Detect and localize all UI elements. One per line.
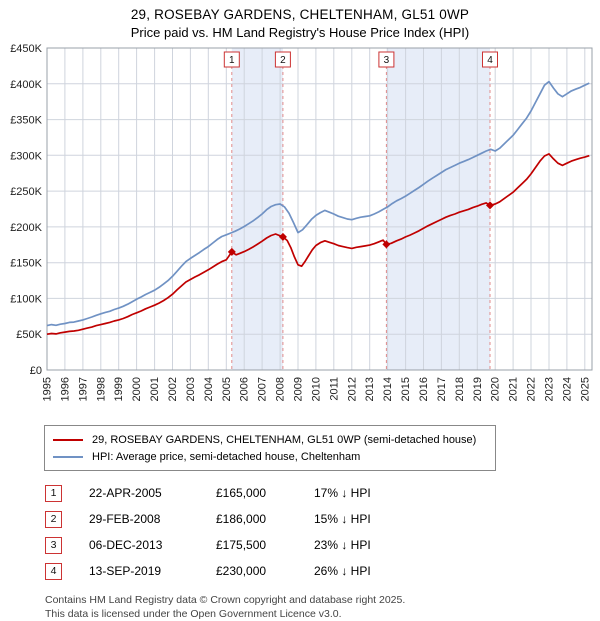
x-axis-tick-label: 1995 — [42, 377, 54, 401]
sale-marker-2 — [278, 232, 287, 241]
sale-label-box-4 — [482, 51, 498, 68]
copyright-footer: Contains HM Land Registry data © Crown c… — [45, 594, 600, 621]
chart-header: 29, ROSEBAY GARDENS, CHELTENHAM, GL51 0W… — [0, 0, 600, 40]
x-axis-tick-label: 1999 — [113, 377, 125, 401]
x-axis-tick-label: 2010 — [310, 377, 322, 401]
legend-label-hpi: HPI: Average price, semi-detached house,… — [92, 450, 361, 463]
x-axis-tick-label: 2004 — [203, 377, 215, 401]
ownership-band — [231, 48, 283, 370]
footer-line-1: Contains HM Land Registry data © Crown c… — [45, 594, 406, 606]
legend-item-property: 29, ROSEBAY GARDENS, CHELTENHAM, GL51 0W… — [53, 431, 487, 448]
x-axis-tick-label: 2015 — [400, 377, 412, 401]
sale-label-number-3: 3 — [384, 55, 390, 66]
hpi-line — [46, 80, 590, 327]
x-axis-tick-label: 2000 — [131, 377, 143, 401]
table-row: 2 29-FEB-2008 £186,000 15% ↓ HPI — [45, 506, 600, 532]
x-axis-tick-label: 2008 — [275, 377, 287, 401]
y-axis-tick-label: £300K — [10, 150, 42, 162]
transaction-number-badge: 4 — [45, 562, 62, 580]
x-axis-tick-label: 2018 — [454, 377, 466, 401]
x-axis-tick-label: 1997 — [77, 377, 89, 401]
transaction-number-badge: 3 — [45, 536, 62, 554]
y-axis-tick-label: £450K — [10, 43, 42, 55]
sale-label-number-2: 2 — [280, 55, 286, 66]
x-axis-tick-label: 2002 — [167, 377, 179, 401]
table-row: 4 13-SEP-2019 £230,000 26% ↓ HPI — [45, 558, 600, 584]
x-axis-tick-label: 2020 — [490, 377, 502, 401]
y-axis-tick-label: £200K — [10, 222, 42, 234]
sale-label-number-1: 1 — [229, 55, 235, 66]
transaction-vs-hpi: 15% ↓ HPI — [314, 512, 371, 526]
transaction-vs-hpi: 26% ↓ HPI — [314, 564, 371, 578]
property-line-sample — [53, 438, 83, 441]
x-axis-tick-label: 2021 — [508, 377, 520, 401]
table-row: 3 06-DEC-2013 £175,500 23% ↓ HPI — [45, 532, 600, 558]
transaction-table: 1 22-APR-2005 £165,000 17% ↓ HPI 2 29-FE… — [0, 480, 600, 584]
x-axis-tick-label: 2007 — [257, 377, 269, 401]
plot-border — [46, 47, 593, 371]
legend-label-property: 29, ROSEBAY GARDENS, CHELTENHAM, GL51 0W… — [92, 433, 477, 446]
transaction-vs-hpi: 23% ↓ HPI — [314, 538, 371, 552]
sale-marker-4 — [485, 201, 494, 210]
x-axis-tick-label: 2005 — [221, 377, 233, 401]
x-axis-tick-label: 2003 — [185, 377, 197, 401]
x-axis-tick-label: 2016 — [418, 377, 430, 401]
x-axis-tick-label: 2025 — [579, 377, 591, 401]
transaction-date: 22-APR-2005 — [89, 486, 162, 500]
x-axis-tick-label: 2019 — [472, 377, 484, 401]
sale-label-box-3 — [378, 51, 395, 68]
footer-line-2: This data is licensed under the Open Gov… — [45, 607, 342, 620]
price-paid-line — [46, 153, 590, 336]
x-axis-tick-label: 2006 — [239, 377, 251, 401]
transaction-date: 13-SEP-2019 — [89, 564, 162, 578]
sale-label-box-1 — [223, 51, 240, 68]
page-title: 29, ROSEBAY GARDENS, CHELTENHAM, GL51 0W… — [130, 7, 470, 22]
y-axis-tick-label: £50K — [16, 329, 42, 341]
y-axis-tick-label: £250K — [10, 186, 42, 198]
transaction-date: 29-FEB-2008 — [89, 512, 161, 526]
ownership-band — [386, 48, 490, 370]
x-axis-tick-label: 2022 — [526, 377, 538, 401]
transaction-number-badge: 2 — [45, 510, 62, 528]
sale-marker-1 — [227, 247, 236, 256]
x-axis-tick-label: 1996 — [59, 377, 71, 401]
y-axis-tick-label: £0 — [30, 365, 42, 377]
transaction-price: £165,000 — [216, 486, 267, 500]
y-axis-tick-label: £150K — [10, 258, 42, 270]
transaction-price: £230,000 — [216, 564, 267, 578]
x-axis-tick-label: 2012 — [346, 377, 358, 401]
table-row: 1 22-APR-2005 £165,000 17% ↓ HPI — [45, 480, 600, 506]
transaction-date: 06-DEC-2013 — [89, 538, 163, 552]
price-chart: £0 £50K £100K £150K £200K £250K £300K £350K £400… — [10, 43, 593, 401]
sale-marker-3 — [382, 240, 391, 249]
x-axis-tick-label: 2017 — [436, 377, 448, 401]
x-axis-tick-label: 2023 — [544, 377, 556, 401]
transaction-price: £186,000 — [216, 512, 267, 526]
sale-label-box-2 — [274, 51, 291, 68]
x-axis-tick-label: 2009 — [293, 377, 305, 401]
y-axis-tick-label: £100K — [10, 293, 42, 305]
sale-label-number-4: 4 — [487, 55, 493, 66]
hpi-line-sample — [53, 455, 83, 458]
x-axis-tick-label: 2011 — [328, 377, 340, 401]
y-axis-tick-label: £400K — [10, 79, 42, 91]
x-axis-tick-label: 2024 — [561, 377, 573, 401]
legend-item-hpi: HPI: Average price, semi-detached house,… — [53, 448, 487, 465]
x-axis-tick-label: 1998 — [95, 377, 107, 401]
transaction-number-badge: 1 — [45, 484, 62, 502]
x-axis-tick-label: 2014 — [382, 377, 394, 401]
x-axis-tick-label: 2013 — [364, 377, 376, 401]
x-axis-tick-label: 2001 — [149, 377, 161, 401]
y-axis-tick-label: £350K — [10, 115, 42, 127]
transaction-price: £175,500 — [216, 538, 267, 552]
page-subtitle: Price paid vs. HM Land Registry's House … — [130, 25, 470, 40]
chart-legend: 29, ROSEBAY GARDENS, CHELTENHAM, GL51 0W… — [44, 425, 496, 471]
transaction-vs-hpi: 17% ↓ HPI — [314, 486, 371, 500]
